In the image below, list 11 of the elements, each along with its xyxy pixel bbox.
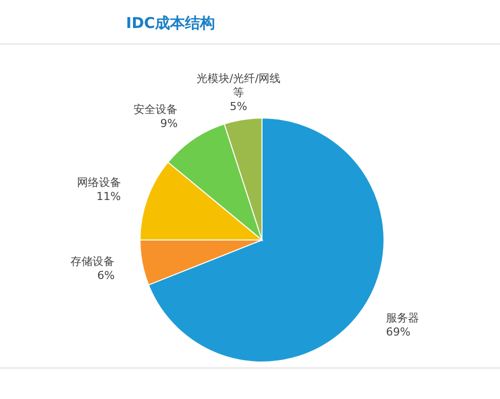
data-label: 11% — [96, 190, 121, 204]
slice-label: 光模块/光纤/网线等 — [196, 72, 281, 99]
slice-label: 服务器 — [386, 311, 420, 324]
slice-label: 网络设备 — [76, 176, 121, 190]
slice-label: 存储设备 — [70, 255, 115, 268]
slice-label: 安全设备 — [134, 102, 178, 116]
data-label: 5% — [230, 100, 248, 113]
data-label: 6% — [97, 269, 115, 282]
data-label: 69% — [386, 325, 411, 338]
chart-title: IDC成本结构 — [126, 14, 216, 32]
data-label: 9% — [160, 116, 178, 130]
